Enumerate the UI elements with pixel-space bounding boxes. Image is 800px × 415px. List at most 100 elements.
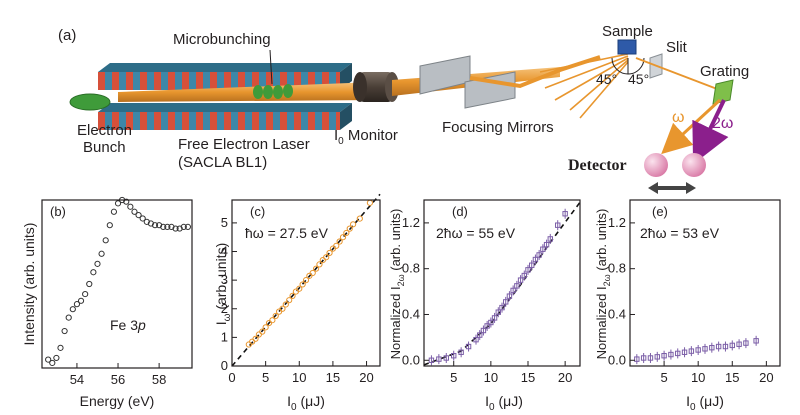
chart-b-xtick-label: 54 (70, 372, 84, 387)
chart-b-point (151, 222, 159, 229)
microbunching-pointer (269, 49, 273, 85)
chart-d-point (480, 327, 487, 334)
chart-b-panel-label: (b) (50, 204, 66, 219)
chart-d-point (458, 349, 464, 355)
chart-c-point (346, 225, 353, 232)
chart-c-point (255, 331, 263, 338)
chart-b-point (77, 297, 85, 304)
two-omega-arrow (692, 99, 729, 165)
chart-d-point (451, 352, 457, 359)
chart-c-xtick-label: 20 (359, 370, 373, 385)
chart-b-point (123, 198, 130, 205)
chart-b-point (73, 301, 81, 308)
chart-c-point (326, 249, 333, 257)
chart-b: (b) Fe 3p Energy (eV) Intensity (arb. un… (21, 196, 193, 409)
chart-e-xtick-label: 15 (725, 370, 739, 385)
sample (617, 39, 637, 55)
chart-b-axis-ticks: 54 56 58 (70, 363, 166, 387)
chart-b-point (160, 223, 167, 230)
chart-e-point (702, 346, 708, 352)
chart-d-ytick-label: 0.8 (402, 261, 420, 276)
chart-d-point (525, 267, 531, 273)
chart-d-annotation: 2ħω = 55 eV (436, 225, 516, 241)
chart-c-point (339, 234, 347, 241)
chart-d-point (540, 246, 546, 252)
chart-c-xtick-label: 10 (292, 370, 306, 385)
chart-b-point (180, 223, 187, 230)
chart-e-point (654, 354, 660, 360)
label-electron-bunch-2: Bunch (83, 139, 126, 156)
chart-b-point (45, 356, 52, 363)
chart-d-point (473, 336, 479, 343)
chart-c-point (252, 335, 259, 342)
chart-c-point (299, 281, 306, 288)
chart-c-point (296, 285, 303, 292)
chart-b-point (57, 344, 64, 351)
label-slit: Slit (666, 39, 688, 56)
chart-b-point (61, 327, 68, 335)
chart-d-point (491, 315, 498, 321)
chart-c-ytick-label: 5 (221, 215, 228, 230)
chart-d-point (465, 343, 472, 350)
chart-e-frame (629, 199, 781, 367)
label-grating: Grating (700, 63, 749, 80)
chart-c-point (302, 277, 310, 284)
chart-c-xtick-label: 0 (228, 370, 235, 385)
chart-d-xtick-label: 10 (484, 370, 498, 385)
chart-e-marks (634, 335, 759, 365)
chart-c-point (336, 238, 343, 245)
chart-e-annotation: 2ħω = 53 eV (640, 225, 720, 241)
chart-e-axis-ticks: 5 10 15 20 0.0 0.4 0.8 1.2 (608, 215, 774, 385)
chart-e-point (675, 350, 681, 357)
chart-e-point (668, 351, 674, 358)
chart-b-point (114, 200, 122, 207)
chart-d-point (503, 299, 509, 305)
chart-d-point (484, 323, 490, 329)
chart-d-ytick-label: 0.4 (402, 306, 420, 321)
chart-d-point (495, 309, 501, 315)
chart-c-point (289, 292, 296, 299)
detector-translation-arrow (648, 182, 696, 194)
chart-e: (e) 2ħω = 53 eV I0 (μJ) Normalized I2ω (… (594, 199, 781, 413)
chart-d-point (510, 287, 516, 294)
fel-beam (118, 82, 375, 102)
chart-b-point (127, 203, 134, 210)
chart-d-point (436, 356, 442, 362)
chart-b-point (135, 212, 142, 219)
chart-b-point (86, 280, 93, 288)
chart-b-point (53, 354, 60, 362)
chart-c-ytick-label: 2 (221, 301, 228, 316)
chart-e-point (688, 348, 695, 354)
chart-b-point (69, 306, 76, 313)
chart-b-point (184, 223, 191, 230)
chart-e-point (722, 343, 729, 350)
chart-b-point (90, 269, 97, 276)
chart-e-ytick-label: 0.8 (608, 261, 626, 276)
chart-e-xtick-label: 20 (759, 370, 773, 385)
chart-b-marks (45, 196, 191, 367)
chart-c-marks (231, 193, 381, 367)
chart-e-point (743, 340, 749, 346)
chart-c-point (312, 265, 320, 272)
chart-c-point (343, 229, 350, 237)
chart-c: (c) ħω = 27.5 eV I0 (μJ) Iω (arb. units)… (213, 193, 381, 413)
microbunching-markers (253, 84, 293, 99)
chart-d-point (536, 252, 542, 258)
chart-c-panel-label: (c) (250, 204, 265, 219)
chart-d-ytick-label: 0.0 (402, 352, 420, 367)
chart-c-point (272, 312, 279, 320)
chart-c-xtick-label: 5 (262, 370, 269, 385)
chart-d-point (529, 262, 535, 268)
chart-e-point (729, 342, 735, 349)
chart-e-point (647, 355, 654, 361)
chart-b-point (110, 208, 118, 215)
label-angle-right: 45° (628, 71, 649, 87)
chart-d-frame (423, 199, 581, 367)
chart-d-xtick-label: 5 (450, 370, 457, 385)
chart-b-frame (41, 199, 193, 369)
chart-d-xtick-label: 20 (558, 370, 572, 385)
chart-e-ytick-label: 0.4 (608, 306, 626, 321)
label-i0-monitor: I0 Monitor (334, 127, 398, 147)
chart-d-point (514, 283, 520, 289)
